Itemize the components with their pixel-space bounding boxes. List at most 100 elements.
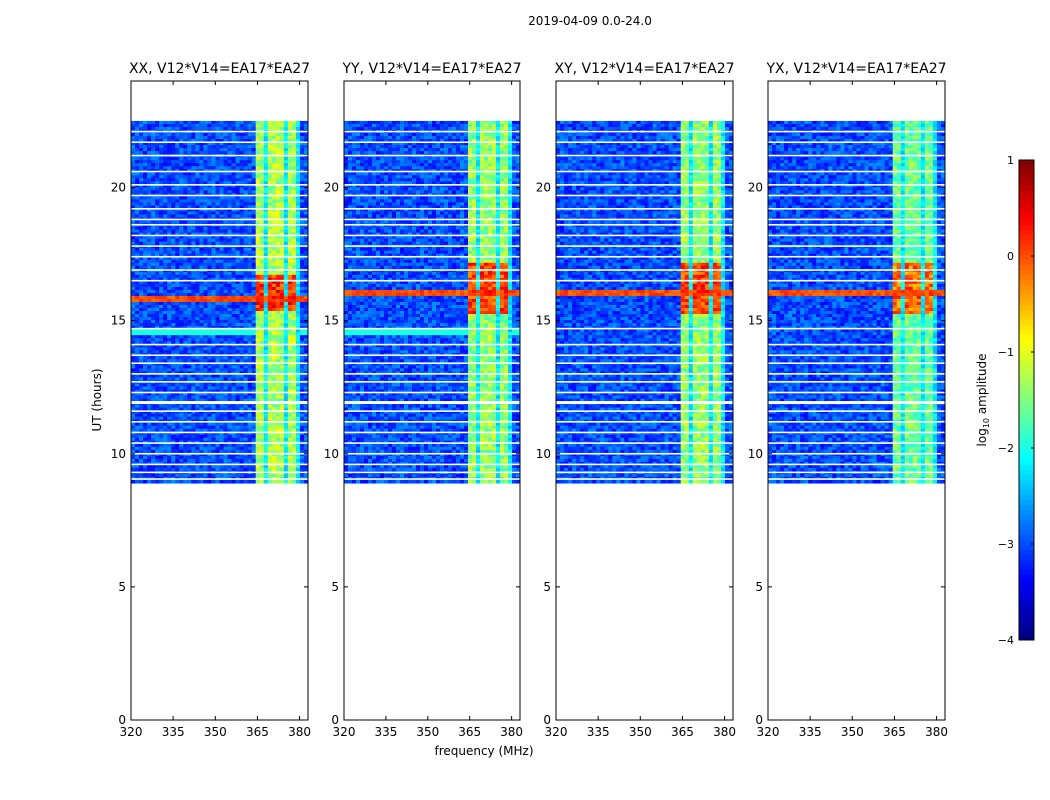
heatmap-cell: [288, 202, 293, 206]
heatmap-cell: [183, 175, 188, 179]
heatmap-cell: [167, 148, 172, 152]
heatmap-cell: [276, 124, 281, 128]
heatmap-cell: [167, 163, 172, 167]
heatmap-cell: [191, 157, 196, 161]
heatmap-cell: [171, 145, 176, 149]
heatmap-cell: [288, 127, 293, 131]
heatmap-cell: [215, 211, 220, 215]
heatmap-cell: [143, 211, 148, 215]
heatmap-cell: [232, 178, 237, 182]
heatmap-cell: [232, 145, 237, 149]
heatmap-cell: [175, 190, 180, 194]
heatmap-cell: [135, 151, 140, 155]
heatmap-cell: [207, 172, 212, 176]
heatmap-cell: [215, 121, 220, 125]
heatmap-cell: [131, 151, 136, 155]
heatmap-cell: [147, 175, 152, 179]
heatmap-cell: [159, 145, 164, 149]
heatmap-cell: [276, 187, 281, 191]
heatmap-cell: [175, 187, 180, 191]
heatmap-cell: [151, 172, 156, 176]
heatmap-cell: [211, 172, 216, 176]
heatmap-cell: [272, 202, 277, 206]
heatmap-cell: [296, 187, 301, 191]
heatmap-cell: [248, 127, 253, 131]
heatmap-cell: [139, 199, 144, 203]
heatmap-cell: [199, 175, 204, 179]
heatmap-cell: [183, 190, 188, 194]
heatmap-cell: [211, 127, 216, 131]
heatmap-cell: [159, 133, 164, 137]
heatmap-cell: [191, 160, 196, 164]
heatmap-cell: [240, 166, 245, 170]
heatmap-cell: [203, 163, 208, 167]
heatmap-cell: [215, 178, 220, 182]
heatmap-cell: [191, 190, 196, 194]
heatmap-cell: [284, 136, 289, 140]
heatmap-cell: [280, 133, 285, 137]
heatmap-cell: [187, 157, 192, 161]
heatmap-cell: [155, 121, 160, 125]
heatmap-cell: [131, 121, 136, 125]
heatmap-cell: [236, 148, 241, 152]
heatmap-cell: [300, 172, 305, 176]
heatmap-cell: [300, 190, 305, 194]
heatmap-cell: [139, 121, 144, 125]
heatmap-cell: [167, 190, 172, 194]
heatmap-cell: [203, 166, 208, 170]
heatmap-cell: [135, 187, 140, 191]
heatmap-cell: [228, 160, 233, 164]
heatmap-cell: [155, 160, 160, 164]
heatmap-cell: [155, 199, 160, 203]
heatmap-cell: [236, 127, 241, 131]
heatmap-cell: [187, 163, 192, 167]
heatmap-cell: [280, 175, 285, 179]
heatmap-cell: [175, 124, 180, 128]
heatmap-cell: [284, 190, 289, 194]
heatmap-cell: [228, 172, 233, 176]
heatmap-cell: [272, 124, 277, 128]
heatmap-cell: [276, 166, 281, 170]
heatmap-cell: [260, 202, 265, 206]
heatmap-cell: [139, 166, 144, 170]
heatmap-cell: [167, 196, 172, 200]
heatmap-cell: [183, 121, 188, 125]
heatmap-cell: [300, 151, 305, 155]
heatmap-cell: [252, 124, 257, 128]
heatmap-cell: [151, 136, 156, 140]
heatmap-cell: [131, 157, 136, 161]
heatmap-cell: [264, 190, 269, 194]
heatmap-cell: [268, 124, 273, 128]
heatmap-cell: [264, 136, 269, 140]
heatmap-cell: [131, 145, 136, 149]
heatmap-cell: [155, 151, 160, 155]
heatmap-cell: [171, 151, 176, 155]
heatmap-cell: [284, 178, 289, 182]
heatmap-cell: [292, 133, 297, 137]
heatmap-cell: [220, 121, 225, 125]
heatmap-cell: [244, 148, 249, 152]
heatmap-cell: [288, 145, 293, 149]
heatmap-cell: [272, 190, 277, 194]
heatmap-cell: [284, 124, 289, 128]
heatmap-cell: [191, 199, 196, 203]
heatmap-cell: [232, 157, 237, 161]
heatmap-cell: [151, 163, 156, 167]
heatmap-cell: [236, 178, 241, 182]
heatmap-cell: [143, 178, 148, 182]
heatmap-cell: [256, 160, 261, 164]
heatmap-cell: [276, 160, 281, 164]
heatmap-cell: [147, 145, 152, 149]
heatmap-cell: [151, 211, 156, 215]
heatmap-cell: [296, 196, 301, 200]
heatmap-cell: [139, 145, 144, 149]
heatmap-cell: [179, 160, 184, 164]
heatmap-cell: [292, 199, 297, 203]
heatmap-cell: [244, 187, 249, 191]
heatmap-cell: [268, 187, 273, 191]
heatmap-cell: [191, 202, 196, 206]
heatmap-cell: [228, 127, 233, 131]
heatmap-cell: [244, 196, 249, 200]
heatmap-cell: [175, 160, 180, 164]
heatmap-cell: [155, 145, 160, 149]
